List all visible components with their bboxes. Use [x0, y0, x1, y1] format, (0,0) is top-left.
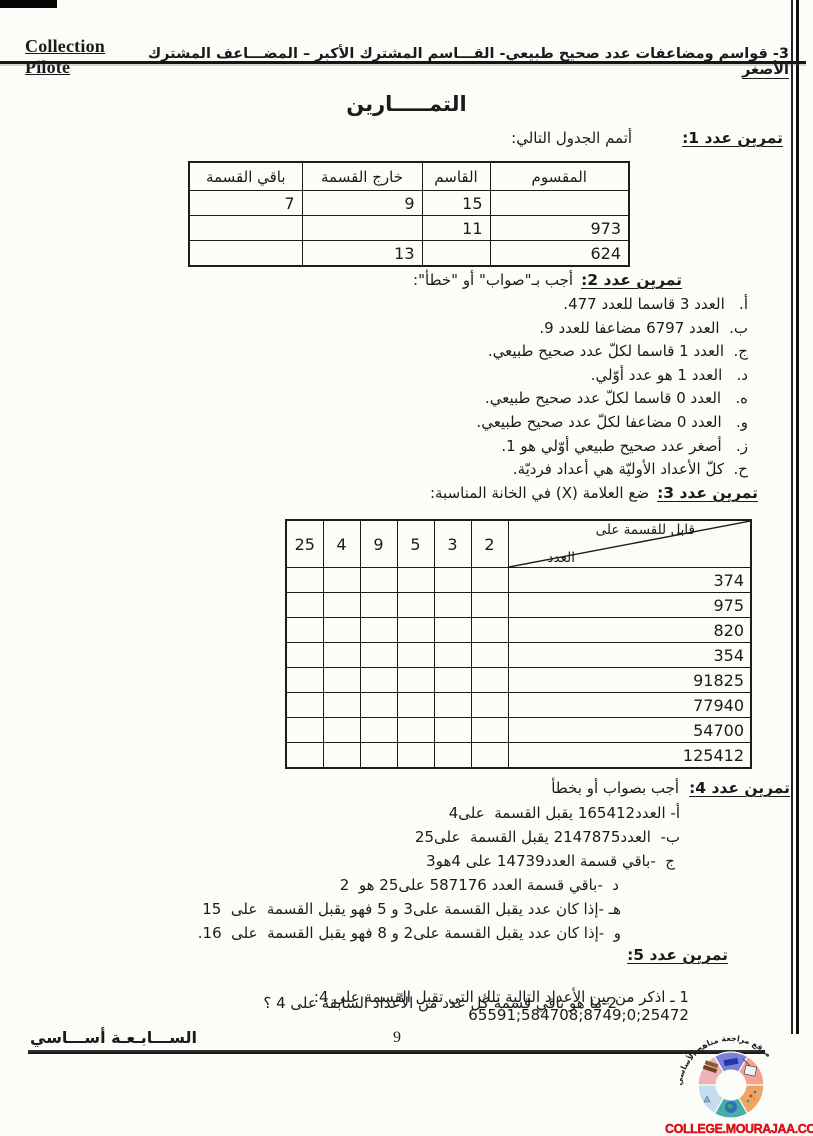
list-item: ه. العدد 0 قاسما لكلّ عدد صحيح طبيعي.	[484, 389, 748, 408]
exercise5-label: تمرين عدد 5:	[627, 946, 728, 964]
table-row: 54700	[285, 717, 752, 743]
list-item: د. العدد 1 هو عدد أوّلي.	[590, 365, 748, 384]
list-item: د -باقي قسمة العدد 587176 على25 هو 2	[339, 876, 619, 894]
cell: 11	[421, 215, 491, 241]
exercise1-heading: تمرين عدد 1: أتمم الجدول التالي:	[511, 129, 783, 147]
cell: 9	[301, 190, 423, 216]
exercise3-heading: تمرين عدد 3: ضع العلامة (X) في الخانة ال…	[430, 484, 758, 502]
exercise1-instruction: أتمم الجدول التالي:	[511, 129, 633, 147]
table-row: 973 11	[188, 215, 630, 241]
page-margin-rule	[791, 0, 799, 1034]
number-list: 65591;584708;8749;0;25472	[468, 1006, 689, 1024]
list-item: ز. أصغر عدد صحيح طبيعي أوّلي هو 1.	[501, 436, 748, 455]
number-cell: 54700	[507, 717, 752, 743]
diag-label-bottom: العدد	[547, 550, 575, 566]
exercise4-heading: تمرين عدد 4: أجب بصواب أو بخطأ	[551, 779, 790, 797]
site-logo: موقع مراجعة مناهج الأساسي	[665, 1028, 813, 1136]
cell: 973	[489, 215, 630, 241]
scan-corner-mark	[0, 0, 57, 8]
exercise5-line1: 1 ـ اذكر من بين الأعداد التالية تلك التي…	[300, 970, 708, 1042]
logo-wheel-icon: موقع مراجعة مناهج الأساسي	[674, 1034, 773, 1119]
list-item: أ. العدد 3 قاسما للعدد 477.	[563, 295, 748, 313]
number-cell: 374	[507, 567, 752, 593]
divisibility-table: قابل للقسمة على العدد 2 3 5 9 4 25 374 9…	[285, 519, 752, 769]
diagonal-line	[509, 521, 750, 567]
number-cell: 91825	[507, 667, 752, 693]
table-row: 91825	[285, 667, 752, 693]
divisor-header: 3	[433, 519, 472, 568]
division-table: المقسوم القاسم خارج القسمة باقي القسمة 1…	[188, 161, 630, 267]
table-row: 820	[285, 617, 752, 643]
list-item: و -إذا كان عدد يقبل القسمة على2 و 8 فهو …	[197, 924, 621, 942]
col-dividend: المقسوم	[489, 161, 630, 191]
table-row: 354	[285, 642, 752, 668]
exercise4-label: تمرين عدد 4:	[689, 779, 790, 797]
divisor-header: 2	[470, 519, 509, 568]
cell: 624	[489, 240, 630, 267]
list-item: و. العدد 0 مضاعفا لكلّ عدد صحيح طبيعي.	[476, 412, 748, 431]
number-cell: 975	[507, 592, 752, 618]
divisor-header: 9	[359, 519, 398, 568]
table-header-row: قابل للقسمة على العدد 2 3 5 9 4 25	[285, 519, 752, 568]
cell	[188, 215, 303, 241]
number-cell: 77940	[507, 692, 752, 718]
divisor-header: 25	[285, 519, 324, 568]
cell: 15	[421, 190, 491, 216]
header-divider	[0, 61, 806, 64]
logo-segment-icons	[702, 1057, 758, 1113]
site-url: COLLEGE.MOURAJAA.COM	[665, 1122, 813, 1136]
list-item: هـ -إذا كان عدد يقبل القسمة على3 و 5 فهو…	[202, 900, 621, 918]
diag-label-top: قابل للقسمة على	[595, 522, 695, 538]
page-title: التمـــــارين	[346, 92, 467, 116]
exercise1-label: تمرين عدد 1:	[682, 129, 783, 147]
divisor-header: 5	[396, 519, 435, 568]
list-item: ج. العدد 1 قاسما لكلّ عدد صحيح طبيعي.	[487, 342, 748, 361]
table-row: 77940	[285, 692, 752, 718]
cell: 13	[301, 240, 423, 267]
grade-level: الســـابـعـة أســـاسي	[30, 1028, 197, 1047]
exercise2-label: تمرين عدد 2:	[581, 271, 682, 289]
chapter-title: 3- قواسم ومضاعفات عدد صحيح طبيعي- القـــ…	[142, 46, 789, 78]
cell	[188, 240, 303, 267]
cell	[489, 190, 630, 216]
cell	[301, 215, 423, 241]
page-header: Collection Pilote 3- قواسم ومضاعفات عدد …	[25, 36, 789, 78]
question-text: 1 ـ اذكر من بين الأعداد التالية تلك التي…	[299, 988, 689, 1006]
list-item: أ- العدد165412 يقبل القسمة على4	[448, 804, 680, 822]
table-row: 374	[285, 567, 752, 593]
list-item: ج -باقي قسمة العدد14739 على 4هو3	[426, 852, 675, 870]
col-remainder: باقي القسمة	[188, 161, 303, 191]
exercise2-heading: تمرين عدد 2: أجب بـ"صواب" أو "خطأ":	[413, 271, 682, 289]
exercise3-label: تمرين عدد 3:	[657, 484, 758, 502]
page-number: 9	[393, 1029, 401, 1046]
exercise2-items: أ. العدد 3 قاسما للعدد 477. ب. العدد 679…	[476, 293, 748, 482]
list-item: ح. كلّ الأعداد الأوليّة هي أعداد فرديّة.	[512, 460, 748, 479]
table-header-row: المقسوم القاسم خارج القسمة باقي القسمة	[188, 161, 630, 191]
collection-title: Collection Pilote	[25, 36, 105, 77]
divisor-header: 4	[322, 519, 361, 568]
exercise3-instruction: ضع العلامة (X) في الخانة المناسبة:	[429, 484, 650, 502]
exercise4-instruction: أجب بصواب أو بخطأ	[551, 779, 680, 797]
number-cell: 354	[507, 642, 752, 668]
table-row: 125412	[285, 742, 752, 769]
col-divisor: القاسم	[421, 161, 491, 191]
table-row: 975	[285, 592, 752, 618]
cell	[421, 240, 491, 267]
exercise5-line2: 2-ما هو باقي قسمة كل عدد من الأعداد السا…	[263, 994, 617, 1012]
col-quotient: خارج القسمة	[301, 161, 423, 191]
cell: 7	[188, 190, 303, 216]
table-row: 624 13	[188, 240, 630, 267]
list-item: ب- العدد2147875 يقبل القسمة على25	[414, 828, 680, 846]
exercise2-instruction: أجب بـ"صواب" أو "خطأ":	[413, 271, 574, 289]
number-cell: 125412	[507, 742, 752, 769]
footer-divider	[28, 1050, 765, 1054]
table-row: 15 9 7	[188, 190, 630, 216]
number-cell: 820	[507, 617, 752, 643]
list-item: ب. العدد 6797 مضاعفا للعدد 9.	[539, 318, 748, 337]
diagonal-header-cell: قابل للقسمة على العدد	[507, 519, 752, 568]
